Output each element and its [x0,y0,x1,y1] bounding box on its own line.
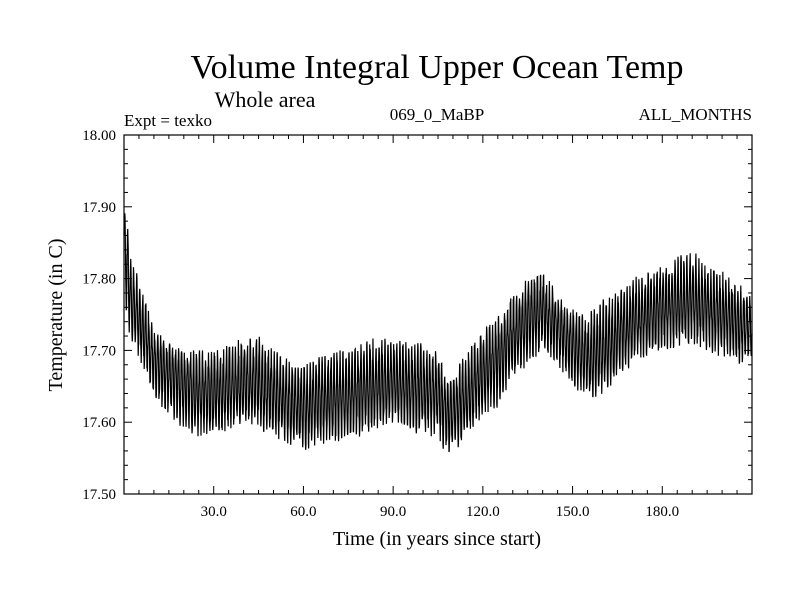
x-tick-label: 30.0 [201,504,227,520]
x-tick-label: 150.0 [556,504,590,520]
x-tick-label: 180.0 [645,504,679,520]
y-tick-label: 17.60 [82,415,116,431]
period-label: ALL_MONTHS [639,105,752,124]
y-tick-label: 17.50 [82,487,116,503]
x-tick-label: 120.0 [466,504,500,520]
y-axis-ticks: 17.50 17.60 17.70 17.80 17.90 18.00 [82,128,752,503]
y-axis-title: Temperature (in C) [45,239,67,392]
series-line [123,213,753,453]
run-label: 069_0_MaBP [390,105,484,124]
x-axis-ticks: 30.0 60.0 90.0 120.0 150.0 180.0 [123,135,753,520]
x-tick-label: 60.0 [290,504,316,520]
experiment-label: Expt = texko [124,111,212,130]
y-tick-label: 17.70 [82,343,116,359]
y-tick-label: 17.90 [82,200,116,216]
plot-area [123,134,753,495]
y-tick-label: 17.80 [82,272,116,288]
x-axis-title: Time (in years since start) [333,528,541,550]
x-tick-label: 90.0 [380,504,406,520]
y-tick-label: 18.00 [82,128,116,144]
chart-title: Volume Integral Upper Ocean Temp [191,49,684,86]
chart-subtitle: Whole area [215,87,316,112]
